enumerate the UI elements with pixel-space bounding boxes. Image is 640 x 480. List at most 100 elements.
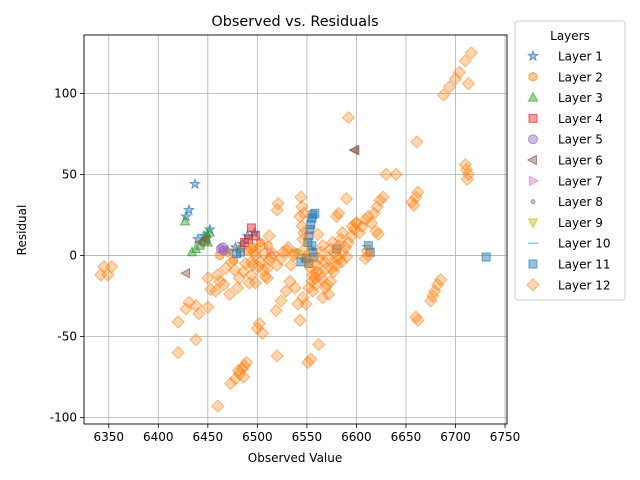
data-point — [312, 337, 326, 352]
y-tick-label: -100 — [50, 411, 77, 425]
data-point — [339, 191, 354, 206]
legend-marker — [527, 91, 539, 102]
x-tick-label: 6700 — [440, 430, 471, 444]
data-point — [244, 242, 259, 256]
data-point — [192, 307, 206, 321]
legend-frame — [514, 20, 626, 301]
data-point — [307, 213, 317, 223]
data-point — [271, 196, 285, 211]
series-layer-6 — [179, 144, 360, 279]
data-point — [442, 80, 457, 94]
data-point — [459, 162, 474, 177]
data-point — [319, 261, 334, 276]
data-point — [105, 260, 119, 274]
data-point — [349, 144, 360, 156]
y-axis-label: Residual — [15, 205, 29, 256]
data-point — [201, 300, 215, 315]
data-point — [231, 363, 246, 378]
data-point — [311, 227, 325, 242]
data-point — [284, 258, 298, 272]
x-tick-label: 6450 — [193, 430, 224, 444]
legend-label: Layer 7 — [558, 174, 603, 188]
legend-label: Layer 10 — [558, 237, 611, 251]
series-layer-12 — [94, 46, 479, 413]
legend-label: Layer 9 — [558, 216, 603, 230]
data-point — [461, 76, 476, 91]
legend-label: Layer 3 — [558, 91, 603, 105]
data-point — [236, 264, 251, 279]
data-point — [297, 206, 311, 220]
legend-label: Layer 1 — [558, 50, 603, 64]
data-point — [189, 298, 203, 313]
data-point — [222, 287, 237, 302]
data-point — [349, 216, 364, 230]
data-point — [297, 226, 311, 240]
legend-label: Layer 11 — [558, 258, 611, 272]
data-point — [182, 203, 196, 216]
data-point — [316, 239, 330, 253]
data-point — [304, 261, 318, 276]
data-point — [171, 345, 185, 360]
data-point — [296, 290, 310, 305]
data-point — [216, 277, 231, 292]
data-point — [255, 326, 270, 340]
x-tick-label: 6750 — [490, 430, 521, 444]
y-tick-label: 100 — [54, 86, 77, 100]
data-point — [305, 274, 319, 289]
data-point — [410, 135, 424, 149]
data-point — [331, 206, 346, 220]
data-point — [254, 239, 269, 253]
data-point — [458, 54, 473, 68]
data-point — [411, 313, 425, 327]
data-point — [338, 240, 353, 255]
legend-marker — [527, 218, 539, 229]
data-point — [371, 227, 385, 242]
data-point — [203, 223, 216, 235]
data-point — [310, 208, 320, 218]
legend-label: Layer 5 — [558, 133, 603, 147]
legend-marker — [528, 71, 538, 82]
data-point — [179, 215, 191, 226]
data-point — [179, 267, 191, 279]
data-point — [436, 88, 451, 102]
data-point — [189, 333, 203, 347]
data-point — [270, 349, 284, 363]
data-point — [302, 255, 316, 269]
series-layer-4 — [239, 223, 260, 247]
data-point — [341, 110, 356, 125]
data-points — [94, 46, 491, 413]
x-axis: 6350 6400 6450 6500 6550 6600 6650 6700 6750 — [93, 424, 520, 444]
data-point — [260, 271, 274, 285]
grid-lines — [84, 35, 507, 424]
data-point — [319, 277, 334, 292]
legend-marker — [526, 49, 540, 62]
data-point — [209, 284, 223, 298]
data-point — [364, 216, 378, 230]
series-layer-5 — [215, 242, 229, 256]
plot-area-frame — [83, 34, 508, 425]
data-point — [452, 65, 467, 79]
data-point — [409, 310, 423, 324]
data-point — [218, 245, 229, 256]
data-point — [389, 167, 403, 182]
y-axis: -100 -50 0 50 100 — [50, 86, 84, 425]
data-point — [293, 313, 307, 327]
y-tick-label: -50 — [57, 329, 77, 343]
data-point — [321, 287, 336, 302]
data-point — [211, 399, 225, 413]
legend-label: Layer 2 — [558, 70, 603, 84]
legend-label: Layer 8 — [558, 195, 603, 209]
data-point — [481, 252, 491, 262]
x-tick-label: 6600 — [341, 430, 372, 444]
legend-marker — [528, 134, 538, 145]
data-point — [295, 219, 309, 233]
data-point — [318, 255, 332, 269]
data-point — [288, 281, 302, 295]
data-point — [201, 271, 215, 285]
data-point — [411, 185, 425, 199]
data-point — [281, 240, 295, 255]
data-point — [300, 248, 314, 263]
data-point — [460, 172, 475, 186]
data-point — [433, 273, 448, 287]
